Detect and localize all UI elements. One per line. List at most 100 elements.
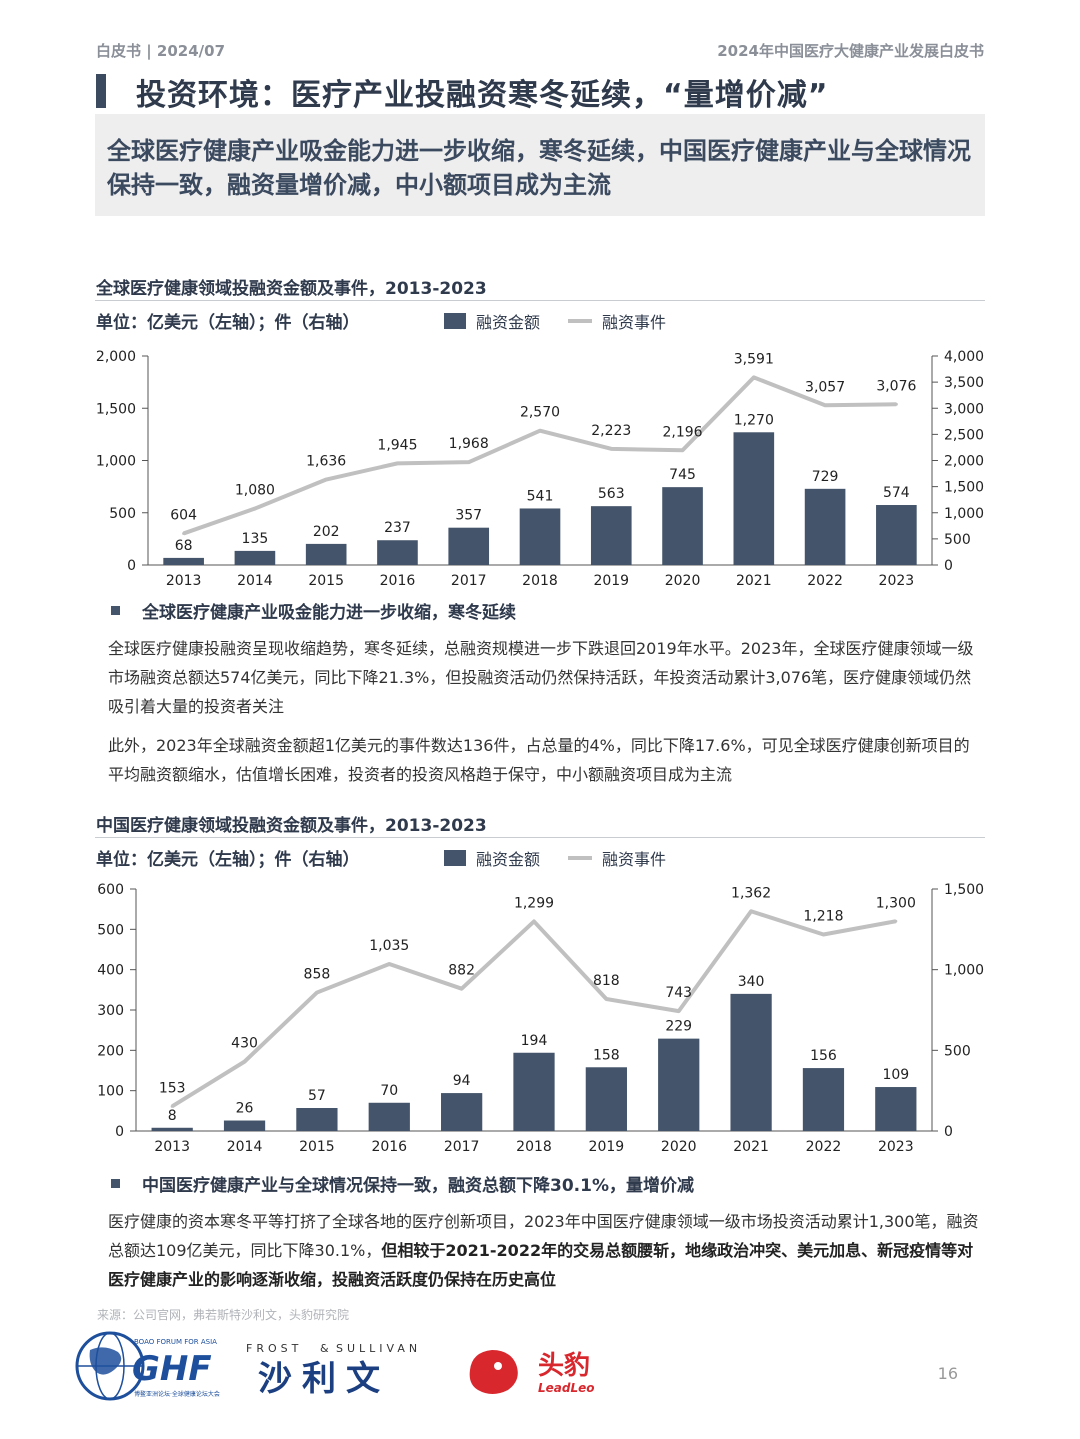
x-axis-tick-label: 2022 [807,573,843,589]
x-axis-tick-label: 2022 [806,1139,842,1155]
line-point [253,507,257,511]
bar [730,993,772,1131]
x-axis-tick-label: 2019 [593,573,629,589]
x-axis-tick-label: 2014 [227,1139,263,1155]
right-axis-tick-label: 1,500 [944,882,984,898]
bar [441,1093,483,1131]
right-axis-tick-label: 3,500 [944,375,984,391]
chart2-china-financing: 0 100 200 300 400 500 600 0 500 1,000 1,500 2013 201… [97,882,984,1155]
right-axis-tick-label: 2,000 [944,454,984,470]
line-point [243,1060,247,1064]
x-axis-tick-label: 2018 [516,1139,552,1155]
legend-line-swatch [568,856,593,860]
bar-value-label: 729 [812,469,839,485]
chart1-legend: 融资金额 融资事件 [444,309,666,333]
legend-line-label: 融资事件 [602,850,667,869]
x-axis-tick-label: 2013 [154,1139,190,1155]
bar [585,1067,627,1131]
line-point [752,375,756,379]
left-axis-tick-label: 1,500 [96,401,136,417]
line-value-label: 882 [448,963,475,979]
chart2-legend: 融资金额 融资事件 [444,846,666,870]
chart2-rule [95,837,985,838]
chart1-unit: 单位：亿美元（左轴）；件（右轴） [96,313,360,333]
bar-value-label: 340 [738,974,765,990]
bar-value-label: 563 [598,486,625,502]
ghf-top-text: BOAO FORUM FOR ASIA [134,1338,217,1346]
bar-value-label: 574 [883,485,910,501]
bar [448,527,490,565]
leadleo-en: LeadLeo [538,1381,595,1395]
bar-value-label: 135 [242,531,269,547]
bar-value-label: 202 [313,524,340,540]
section1-bullet-text: 全球医疗健康产业吸金能力进一步收缩，寒冬延续 [142,603,516,623]
source-note: 来源：公司官网，弗若斯特沙利文，头豹研究院 [97,1308,350,1322]
line-point [170,1104,174,1108]
line-value-label: 2,223 [591,423,631,439]
bar [163,557,204,565]
x-axis-tick-label: 2019 [589,1139,625,1155]
ghf-logo: BOAO FORUM FOR ASIA GHF 博鳌亚洲论坛·全球健康论坛大会 [75,1331,220,1401]
bar [519,508,561,565]
chart1-rule [95,300,985,301]
bar [804,488,846,565]
x-axis-tick-label: 2015 [299,1139,335,1155]
fs-en-1: FROST [246,1342,302,1355]
chart1-global-financing: 0 500 1,000 1,500 2,000 0 500 1,000 1,500 2,000 2,… [96,349,984,589]
line-point [387,962,391,966]
left-axis-tick-label: 0 [127,558,136,574]
bar [658,1038,700,1131]
left-axis-tick-label: 100 [97,1084,124,1100]
summary-box: 全球医疗健康产业吸金能力进一步收缩，寒冬延续，中国医疗健康产业与全球情况保持一致… [95,114,985,216]
bar-value-label: 541 [527,488,554,504]
left-axis-tick-label: 400 [97,963,124,979]
line-value-label: 1,218 [803,908,843,924]
right-axis-tick-label: 0 [944,558,953,574]
chart2-unit: 单位：亿美元（左轴）；件（右轴） [96,850,360,870]
fs-cn: 沙利文 [258,1359,390,1398]
line-value-label: 3,057 [805,379,845,395]
bar [223,1120,266,1131]
summary-text: 全球医疗健康产业吸金能力进一步收缩，寒冬延续，中国医疗健康产业与全球情况保持一致… [107,137,971,199]
x-axis-tick-label: 2021 [733,1139,769,1155]
legend-line-label: 融资事件 [602,313,667,332]
line-value-label: 3,076 [876,378,916,394]
x-axis-tick-label: 2014 [237,573,273,589]
line-value-label: 858 [304,967,331,983]
right-axis-tick-label: 1,000 [944,506,984,522]
chart1-title: 全球医疗健康领域投融资金额及事件，2013-2023 [96,279,487,299]
right-axis-tick-label: 3,000 [944,401,984,417]
left-axis-tick-label: 500 [109,506,136,522]
line-point [604,997,608,1001]
bar [305,543,347,565]
line-value-label: 1,636 [306,454,346,470]
line-value-label: 3,591 [734,351,774,367]
line-value-label: 743 [665,985,692,1001]
header-right: 2024年中国医疗大健康产业发展白皮书 [717,42,984,60]
line-point [467,460,471,464]
bar [377,540,418,565]
section2-para: 医疗健康的资本寒冬平等打挤了全球各地的医疗创新项目，2023年中国医疗健康领域一… [108,1207,983,1294]
right-axis-tick-label: 500 [944,532,971,548]
x-axis-tick-label: 2017 [444,1139,480,1155]
section1-para1: 全球医疗健康投融资呈现收缩趋势，寒冬延续，总融资规模进一步下跌退回2019年水平… [108,639,974,716]
x-axis-tick-label: 2013 [166,573,202,589]
legend-line-swatch [568,319,593,323]
x-axis-tick-label: 2021 [736,573,772,589]
fs-amp: & [320,1342,329,1355]
x-axis-tick-label: 2020 [661,1139,697,1155]
bar [296,1108,338,1131]
bar-value-label: 156 [810,1048,837,1064]
section1-para2: 此外，2023年全球融资金额超1亿美元的事件数达136件，占总量的4%，同比下降… [108,736,970,784]
bar-value-label: 94 [453,1073,471,1089]
line-point [894,919,898,923]
x-axis-tick-label: 2016 [380,573,416,589]
ghf-letters: GHF [132,1349,212,1389]
line-value-label: 1,945 [377,437,417,453]
line-value-label: 604 [170,507,197,523]
line-value-label: 1,299 [514,895,554,911]
title-accent-bar [96,74,106,108]
line-point [538,429,542,433]
left-axis-tick-label: 300 [97,1003,124,1019]
left-axis-tick-label: 2,000 [96,349,136,365]
